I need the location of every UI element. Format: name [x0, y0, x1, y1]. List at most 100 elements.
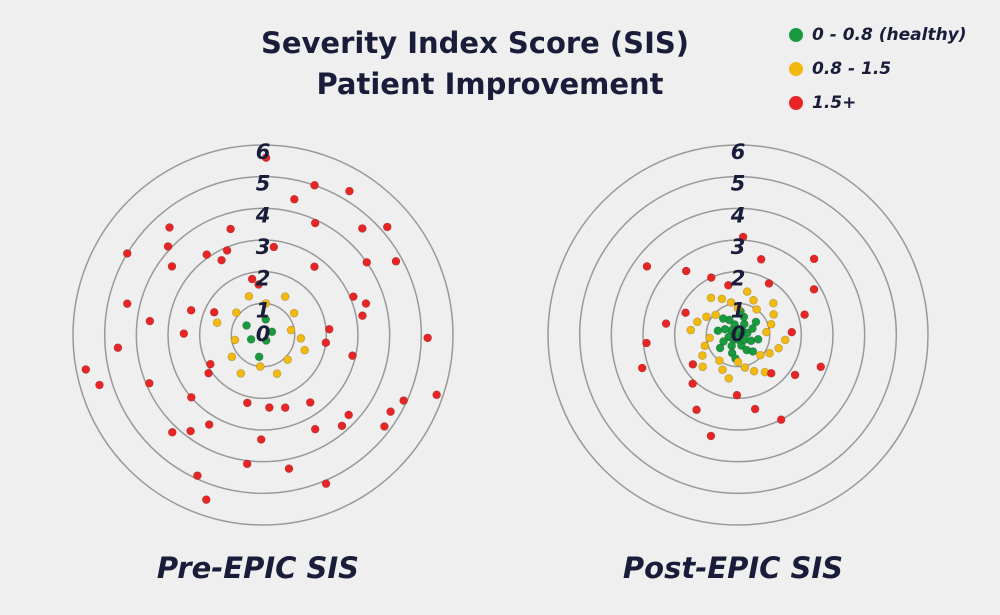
r-tick-label: 1 [731, 298, 746, 322]
point [790, 370, 800, 380]
point [217, 255, 226, 265]
point [686, 325, 696, 335]
point [337, 421, 347, 431]
r-tick-label: 6 [256, 140, 271, 164]
legend-label: 0 - 0.8 (healthy) [812, 25, 967, 45]
point [348, 351, 357, 360]
point [361, 299, 371, 308]
point [774, 343, 783, 353]
point [167, 262, 177, 271]
point [780, 335, 790, 345]
point [713, 326, 723, 336]
point [762, 327, 771, 337]
point [816, 362, 826, 372]
point [254, 280, 263, 289]
point [261, 315, 271, 324]
point [432, 390, 441, 400]
point [693, 317, 702, 327]
point [715, 343, 725, 353]
point [243, 398, 252, 408]
point [272, 369, 282, 378]
point [800, 310, 809, 319]
point [321, 479, 331, 488]
point [809, 285, 819, 294]
point [711, 310, 720, 320]
point [700, 341, 710, 351]
point [705, 333, 714, 343]
point [756, 254, 766, 264]
point [280, 292, 290, 301]
point [768, 298, 778, 308]
point [305, 398, 315, 407]
point [718, 314, 728, 323]
point [748, 324, 757, 333]
point [423, 333, 432, 343]
point [167, 427, 177, 437]
point [310, 218, 320, 228]
point [324, 324, 334, 334]
point [787, 327, 797, 337]
point [296, 334, 306, 343]
point [809, 254, 819, 264]
point [227, 352, 237, 362]
point [740, 363, 750, 372]
point [310, 424, 320, 434]
panel-label: Pre-EPIC SIS [157, 551, 359, 585]
point [756, 350, 765, 360]
point [201, 495, 211, 504]
point [382, 222, 392, 232]
point [661, 319, 671, 328]
point [226, 224, 235, 234]
point [284, 464, 294, 473]
r-tick-label: 4 [730, 203, 746, 227]
point [283, 355, 292, 364]
point [702, 312, 711, 322]
point [269, 242, 279, 252]
point [766, 319, 776, 329]
point [95, 380, 104, 390]
point [742, 287, 752, 296]
point [706, 431, 716, 441]
point [204, 368, 213, 378]
r-tick-label: 4 [255, 203, 271, 227]
point [681, 308, 690, 318]
point [244, 292, 254, 301]
point [698, 362, 708, 372]
point [145, 316, 155, 326]
point [209, 307, 219, 317]
r-tick-label: 0 [256, 322, 271, 346]
point [358, 311, 367, 320]
r-tick-label: 2 [256, 267, 271, 291]
r-tick-label: 5 [731, 172, 746, 196]
point [688, 379, 697, 388]
r-tick-label: 0 [731, 322, 746, 346]
point [733, 303, 743, 313]
point [212, 318, 222, 328]
point [349, 292, 358, 301]
grid-ring [103, 175, 423, 495]
point [746, 336, 756, 346]
point [242, 321, 251, 330]
grid-ring [167, 239, 359, 431]
point [386, 407, 395, 416]
point [766, 368, 776, 378]
point [236, 369, 246, 378]
point [193, 471, 202, 480]
point [358, 224, 367, 233]
point [642, 338, 651, 348]
point [380, 422, 389, 431]
point [718, 365, 727, 375]
point [222, 246, 232, 255]
point [206, 359, 215, 369]
r-tick-label: 2 [731, 267, 746, 291]
point [267, 327, 277, 337]
point [300, 345, 309, 355]
point [265, 403, 274, 412]
point [738, 232, 748, 242]
grid-ring [578, 175, 898, 495]
r-tick-label: 5 [256, 172, 271, 196]
grid-ring [610, 207, 866, 463]
point [255, 362, 265, 371]
point [732, 390, 742, 400]
point [202, 250, 211, 259]
